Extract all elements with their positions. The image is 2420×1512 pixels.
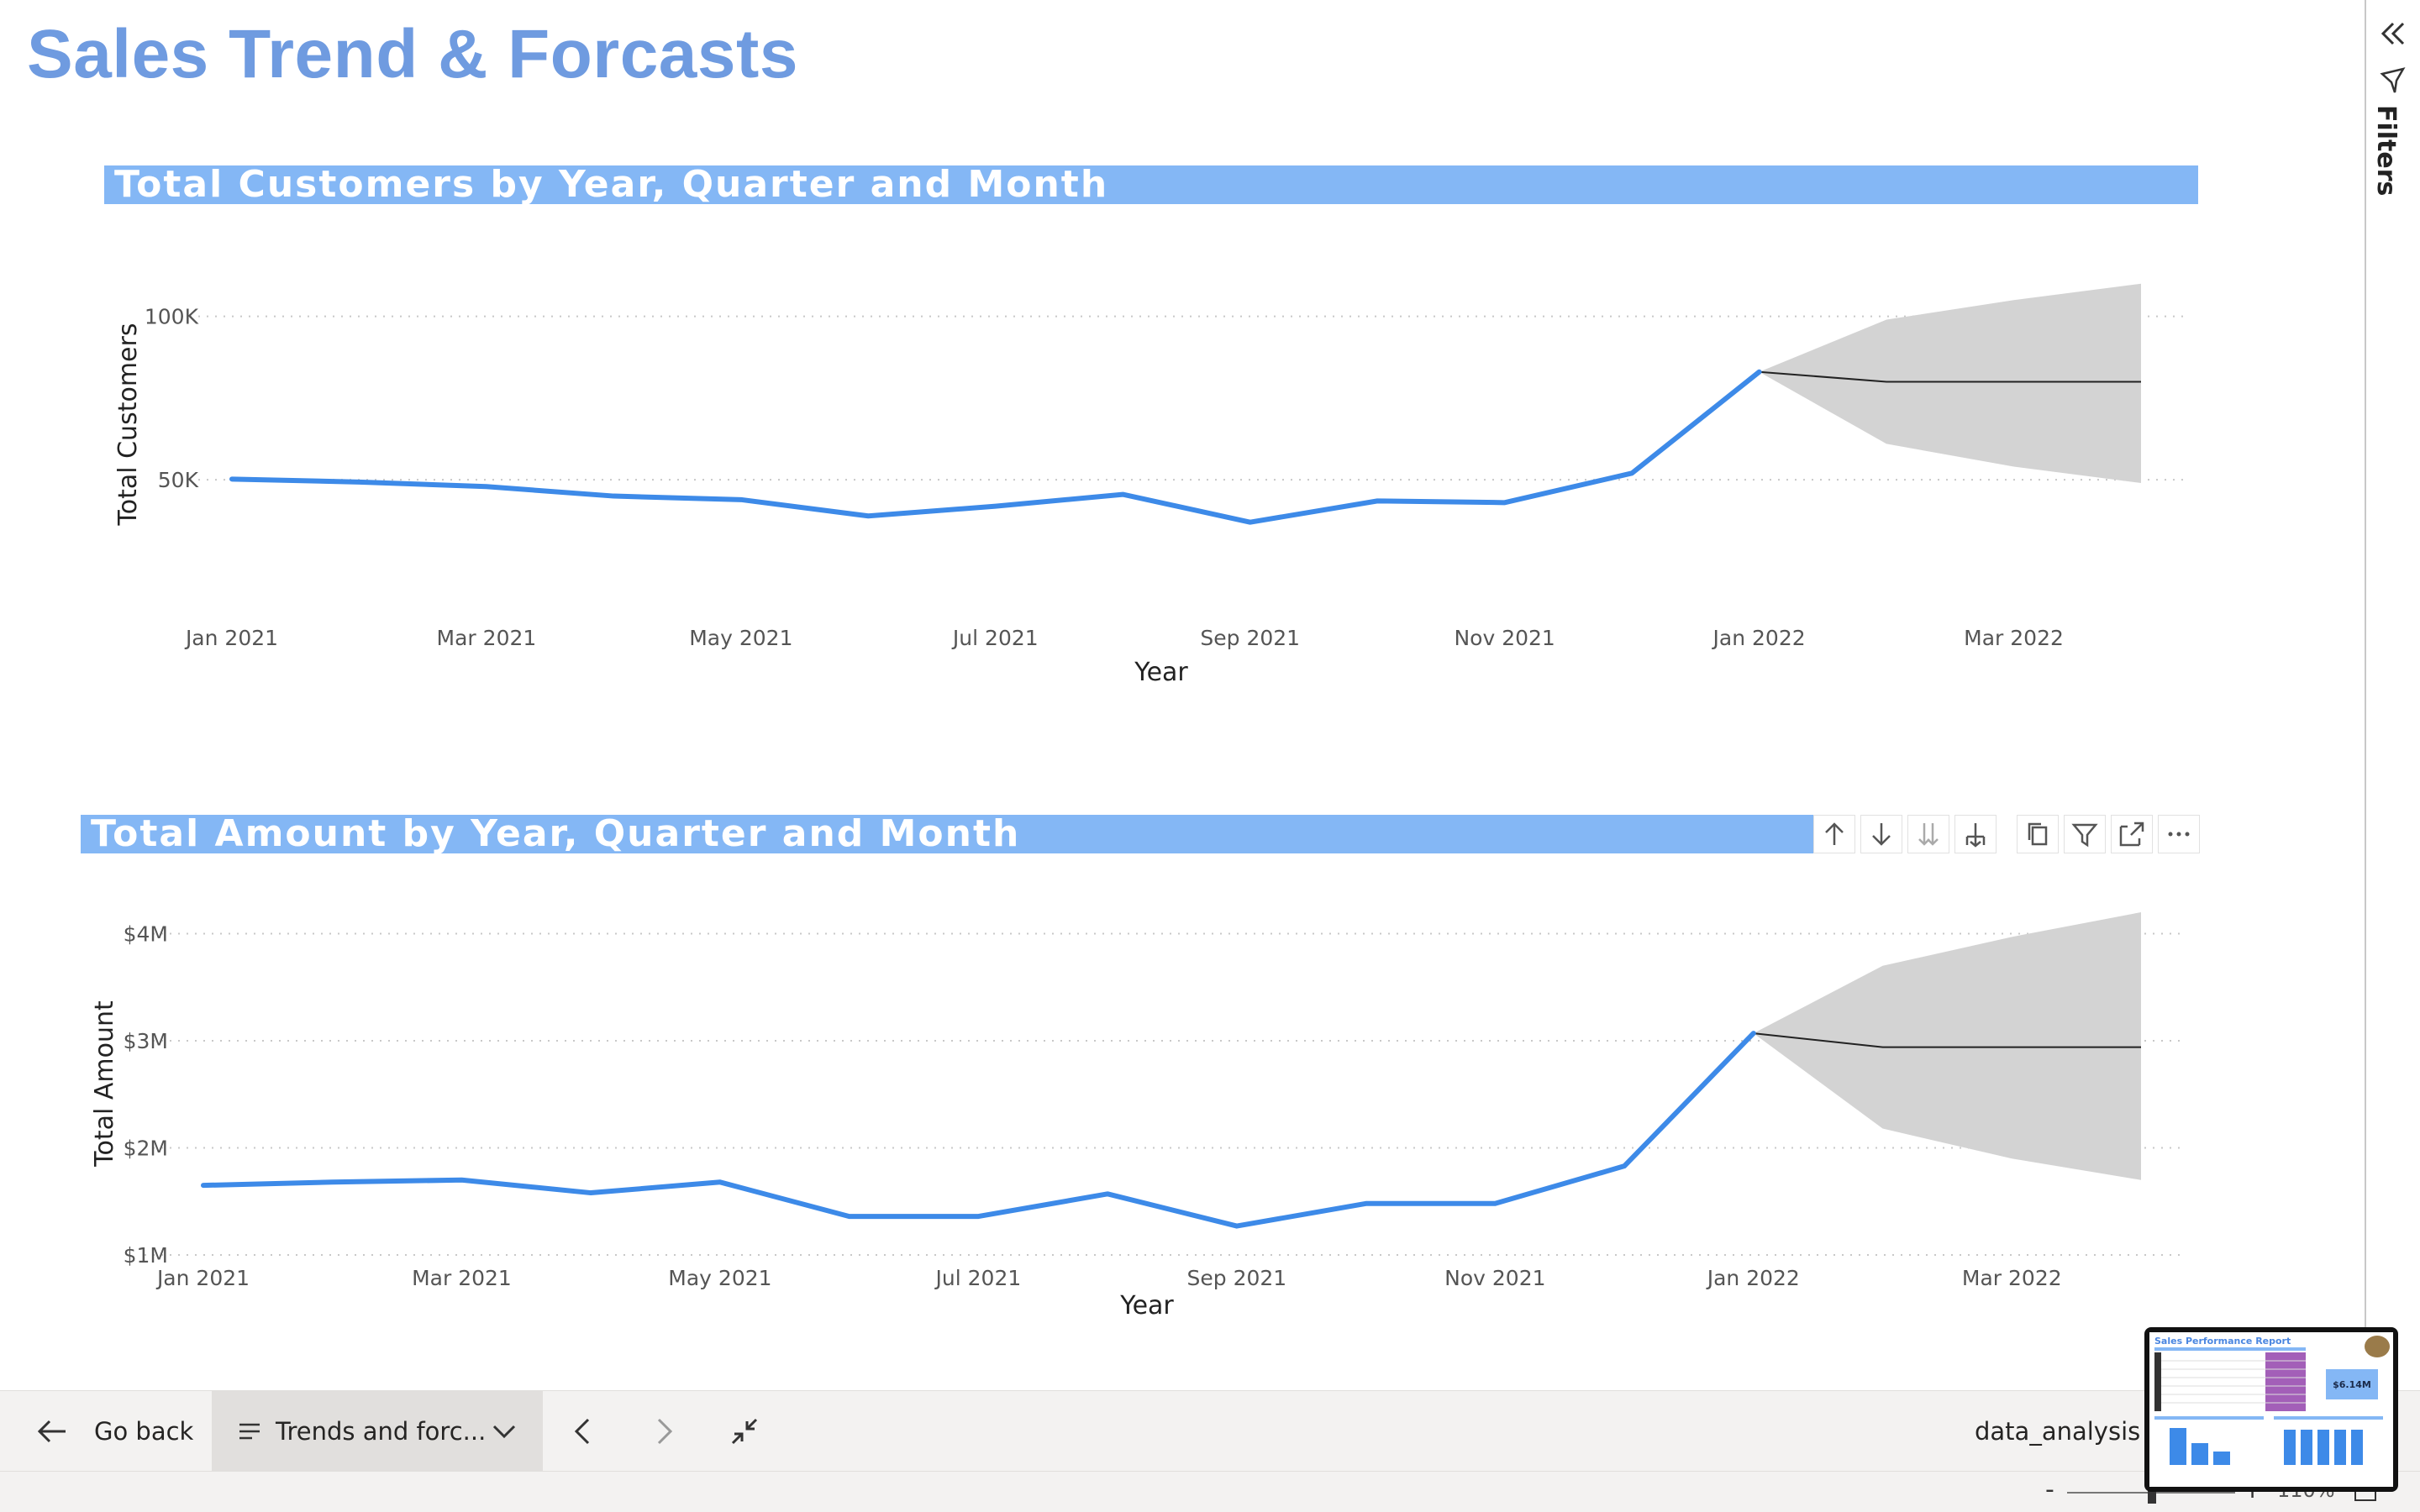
exit-full-screen-icon[interactable] — [726, 1413, 763, 1450]
thumbnail-screen: Sales Performance Report — [2149, 1332, 2393, 1487]
series-line — [201, 1031, 1756, 1229]
filters-pane: Filters — [2365, 0, 2420, 1390]
thumbnail-logo — [2365, 1336, 2390, 1357]
y-tick-label: $1M — [124, 1243, 168, 1268]
x-tick-label: Jan 2022 — [1712, 626, 1806, 650]
page-list-icon — [239, 1423, 260, 1440]
page-selector-label: Trends and forc... — [276, 1417, 487, 1446]
report-thumbnail-preview[interactable]: Sales Performance Report — [2144, 1327, 2398, 1492]
y-axis-title: Total Amount — [90, 1000, 119, 1168]
x-tick-label: Mar 2021 — [437, 626, 537, 650]
visual-header-toolbar — [1813, 815, 2205, 853]
forecast-confidence-band — [1753, 912, 2141, 1180]
zoom-slider-thumb[interactable] — [2148, 1482, 2156, 1504]
y-tick-label: $2M — [124, 1137, 168, 1161]
x-tick-label: Jan 2021 — [155, 1266, 250, 1290]
series-line — [229, 369, 1762, 525]
drill-down-button[interactable] — [1860, 815, 1902, 853]
x-tick-label: Jul 2021 — [951, 626, 1039, 650]
y-tick-label: 100K — [145, 305, 199, 329]
customers-line-chart[interactable]: 50K 100K Jan 2021 Mar 2021 May 2021 Jul 2021 S… — [113, 283, 2185, 687]
forecast-line — [1759, 370, 2141, 383]
customers-chart-title: Total Customers by Year, Quarter and Mon… — [104, 165, 2198, 204]
x-tick-label: Mar 2022 — [1964, 626, 2064, 650]
drill-up-button[interactable] — [1813, 815, 1855, 853]
filters-label[interactable]: Filters — [2371, 105, 2401, 197]
go-to-next-level-button[interactable] — [1907, 815, 1949, 853]
x-tick-label: May 2021 — [668, 1266, 771, 1290]
thumbnail-kpi: $6.14M — [2326, 1369, 2378, 1399]
expand-hierarchy-button[interactable] — [1954, 815, 1996, 853]
x-tick-label: Sep 2021 — [1187, 1266, 1287, 1290]
copy-icon — [2028, 822, 2048, 846]
x-tick-label: Nov 2021 — [1444, 1266, 1545, 1290]
next-page-icon[interactable] — [645, 1413, 682, 1450]
focus-mode-button[interactable] — [2111, 815, 2153, 853]
more-options-button[interactable] — [2158, 815, 2200, 853]
funnel-icon[interactable] — [2378, 66, 2408, 96]
arrow-left-icon — [37, 1420, 66, 1443]
expand-hierarchy-icon — [1965, 823, 1986, 848]
x-tick-label: Mar 2021 — [412, 1266, 512, 1290]
status-bar: - + 110% — [0, 1471, 2420, 1512]
more-options-icon — [2168, 832, 2190, 837]
filter-icon — [2071, 823, 2098, 848]
x-tick-label: Nov 2021 — [1454, 626, 1555, 650]
arrow-up-icon — [1825, 822, 1844, 845]
thumbnail-contents — [2154, 1347, 2383, 1465]
bottom-navigation-bar: Go back Trends and forc... data_analysis — [0, 1390, 2420, 1472]
thumbnail-title: Sales Performance Report — [2154, 1336, 2291, 1347]
page-title: Sales Trend & Forcasts — [27, 16, 798, 92]
focus-mode-icon — [2119, 822, 2144, 847]
filter-visual-button[interactable] — [2064, 815, 2106, 853]
y-tick-label: $4M — [124, 922, 168, 947]
arrow-down-icon — [1872, 823, 1891, 846]
go-back-label: Go back — [94, 1417, 194, 1446]
forecast-line — [1753, 1032, 2141, 1048]
amount-line-chart[interactable]: $1M $2M $3M $4M Jan 2021 Mar 2021 May 2021 Jul … — [90, 912, 2185, 1320]
x-tick-label: Sep 2021 — [1200, 626, 1300, 650]
x-tick-label: Jan 2021 — [184, 626, 278, 650]
x-tick-label: Mar 2022 — [1962, 1266, 2062, 1290]
go-back-button[interactable]: Go back — [0, 1391, 210, 1472]
y-tick-label: 50K — [158, 468, 199, 492]
x-tick-label: Jul 2021 — [934, 1266, 1022, 1290]
y-tick-label: $3M — [124, 1029, 168, 1053]
x-tick-label: Jan 2022 — [1706, 1266, 1800, 1290]
double-chevron-left-icon[interactable] — [2376, 17, 2410, 50]
x-tick-label: May 2021 — [689, 626, 792, 650]
x-axis-title: Year — [1134, 658, 1188, 687]
page-selector-dropdown[interactable]: Trends and forc... — [212, 1391, 543, 1472]
x-axis-title: Year — [1119, 1291, 1174, 1320]
previous-page-icon[interactable] — [565, 1413, 602, 1450]
y-axis-title: Total Customers — [113, 323, 143, 527]
copy-visual-button[interactable] — [2017, 815, 2059, 853]
forecast-confidence-band — [1759, 283, 2141, 483]
workspace-label: data_analysis — [1975, 1417, 2141, 1446]
chevron-down-icon — [492, 1425, 516, 1439]
double-arrow-down-icon — [1918, 823, 1939, 846]
zoom-out-button[interactable]: - — [2045, 1475, 2054, 1504]
